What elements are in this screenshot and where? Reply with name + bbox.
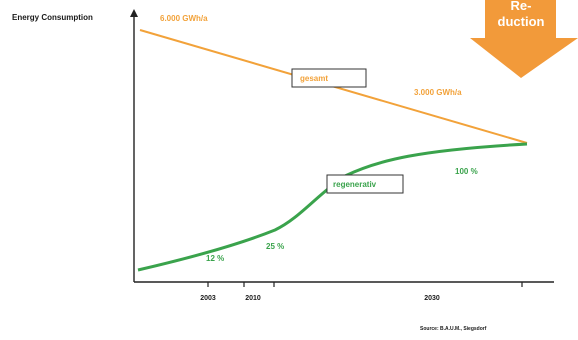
x-tick-label-2003: 2003 [200, 295, 216, 302]
source-label: Source: B.A.U.M., Siegsdorf [420, 326, 487, 332]
pct-2010-label: 25 % [266, 242, 284, 251]
banner-line-1: Re- [511, 0, 532, 13]
gesamt-label: gesamt [300, 74, 328, 83]
chart-title: Energy Consumption [12, 13, 93, 22]
y-axis-arrow [130, 9, 138, 17]
regenerativ-label: regenerativ [333, 180, 377, 189]
x-tick-label-2010: 2010 [245, 295, 261, 302]
end-value-label: 3.000 GWh/a [414, 88, 462, 97]
pct-2003-label: 12 % [206, 254, 224, 263]
start-value-label: 6.000 GWh/a [160, 14, 208, 23]
regenerativ-label-box [326, 174, 404, 194]
axes: 2003 2010 2030 [130, 9, 554, 302]
x-tick-label-2030: 2030 [424, 295, 440, 302]
gesamt-label-box [291, 68, 367, 88]
pct-end-label: 100 % [455, 167, 478, 176]
reduction-banner: Re- duction [470, 0, 578, 78]
series-line-regenerativ [137, 142, 528, 272]
banner-line-2: duction [498, 14, 545, 29]
